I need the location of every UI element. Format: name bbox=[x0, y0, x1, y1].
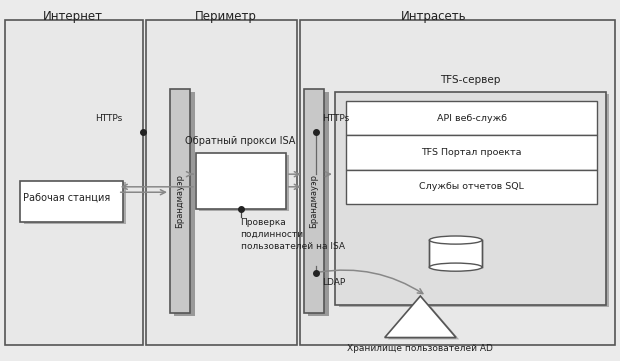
Text: TFS Портал проекта: TFS Портал проекта bbox=[421, 148, 522, 157]
Bar bbox=[304, 89, 324, 313]
Text: HTTPs: HTTPs bbox=[95, 114, 123, 123]
Bar bbox=[308, 92, 329, 316]
Polygon shape bbox=[388, 298, 459, 339]
Bar bbox=[300, 20, 615, 345]
Ellipse shape bbox=[429, 263, 482, 271]
Text: LDAP: LDAP bbox=[322, 278, 346, 287]
Bar bbox=[346, 135, 597, 170]
Text: Брандмауэр: Брандмауэр bbox=[309, 174, 319, 228]
Bar bbox=[339, 94, 609, 307]
Bar bbox=[429, 240, 482, 267]
Bar bbox=[429, 240, 482, 267]
Bar bbox=[5, 20, 143, 345]
Text: Рабочая станция: Рабочая станция bbox=[23, 192, 110, 203]
Text: Проверка
подлинности
пользователей на ISA: Проверка подлинности пользователей на IS… bbox=[241, 218, 345, 251]
Text: TFS-сервер: TFS-сервер bbox=[440, 75, 500, 85]
Bar bbox=[199, 155, 289, 211]
Text: Интернет: Интернет bbox=[43, 10, 103, 23]
Bar bbox=[346, 101, 597, 135]
Text: Обратный прокси ISA: Обратный прокси ISA bbox=[185, 136, 296, 146]
Bar bbox=[24, 182, 126, 224]
Bar bbox=[346, 170, 597, 204]
Text: Интрасеть: Интрасеть bbox=[401, 10, 467, 23]
Polygon shape bbox=[384, 296, 456, 338]
Bar bbox=[146, 20, 297, 345]
Ellipse shape bbox=[479, 265, 492, 273]
Text: Службы отчетов SQL: Службы отчетов SQL bbox=[419, 182, 524, 191]
Text: Хранилище пользователей AD: Хранилище пользователей AD bbox=[347, 344, 494, 353]
Text: Брандмауэр: Брандмауэр bbox=[175, 174, 185, 228]
Text: HTTPs: HTTPs bbox=[322, 114, 350, 123]
Bar bbox=[174, 92, 195, 316]
Bar bbox=[335, 92, 606, 305]
Bar bbox=[20, 180, 123, 222]
Ellipse shape bbox=[429, 236, 482, 244]
Bar bbox=[170, 89, 190, 313]
Bar bbox=[196, 153, 286, 209]
Text: API веб-служб: API веб-служб bbox=[436, 114, 507, 123]
Text: Периметр: Периметр bbox=[195, 10, 257, 23]
